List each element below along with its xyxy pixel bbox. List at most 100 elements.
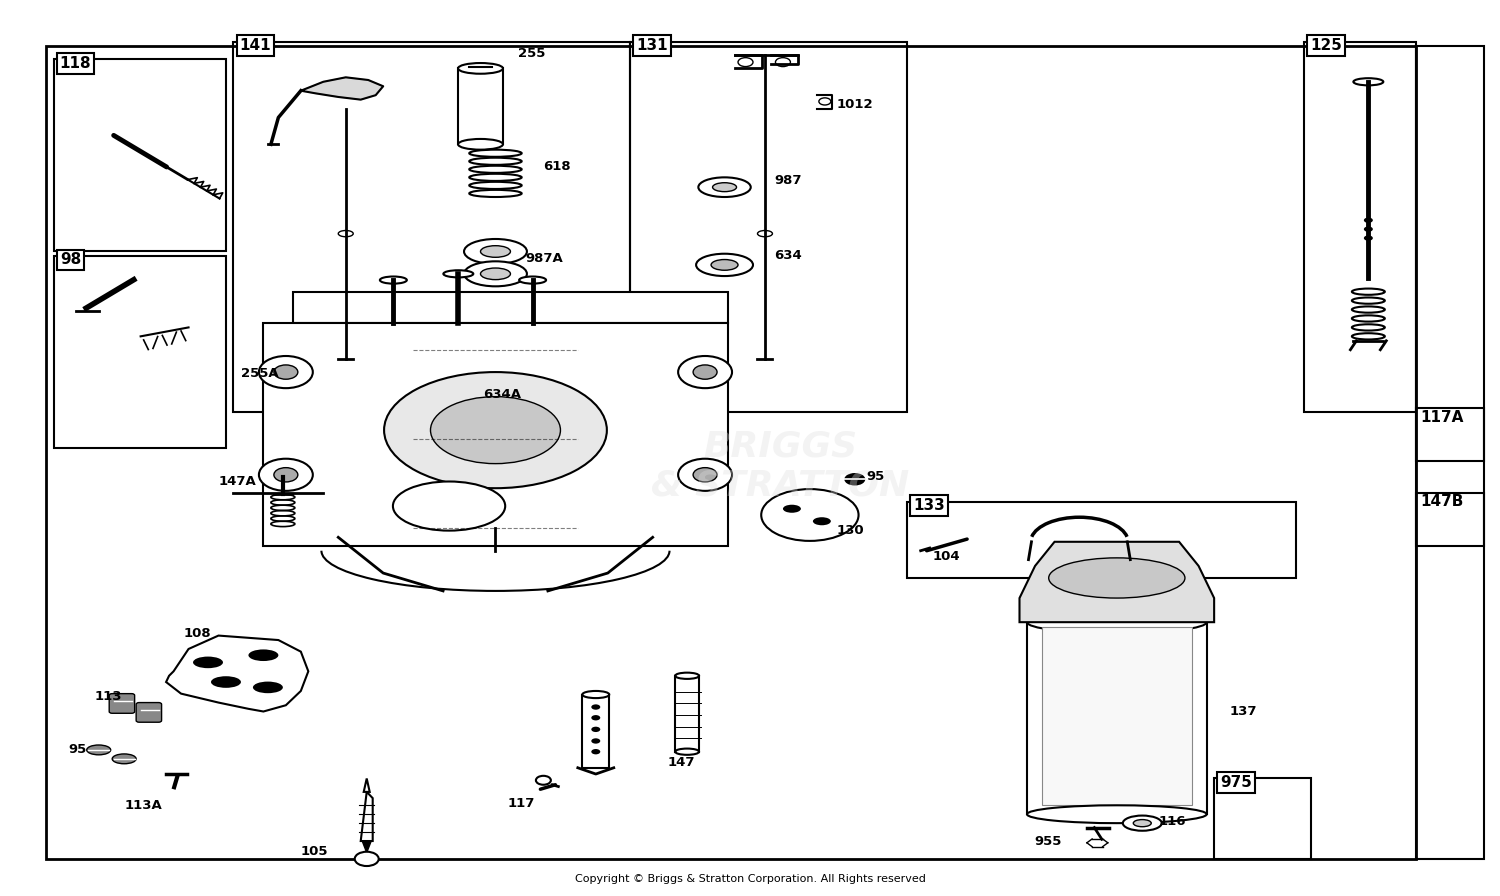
Bar xyxy=(630,41,908,412)
Ellipse shape xyxy=(480,268,510,280)
Text: 95: 95 xyxy=(69,744,87,756)
Text: 105: 105 xyxy=(302,845,328,858)
Ellipse shape xyxy=(315,373,333,380)
Text: 147B: 147B xyxy=(1420,495,1464,510)
Ellipse shape xyxy=(211,676,242,688)
Ellipse shape xyxy=(458,63,503,73)
Circle shape xyxy=(678,459,732,491)
Text: 113: 113 xyxy=(94,690,122,702)
Circle shape xyxy=(274,365,298,379)
Ellipse shape xyxy=(480,246,510,257)
Text: 634A: 634A xyxy=(483,388,522,401)
Ellipse shape xyxy=(783,504,801,513)
Text: 116: 116 xyxy=(1158,814,1186,828)
Text: 255: 255 xyxy=(518,47,546,60)
Circle shape xyxy=(844,473,865,486)
Text: 141: 141 xyxy=(240,38,272,53)
Polygon shape xyxy=(302,77,382,99)
Ellipse shape xyxy=(699,177,750,197)
Ellipse shape xyxy=(582,691,609,698)
Circle shape xyxy=(354,852,378,866)
Ellipse shape xyxy=(519,277,546,284)
Ellipse shape xyxy=(254,682,284,694)
Ellipse shape xyxy=(339,230,352,237)
Circle shape xyxy=(260,459,314,491)
Circle shape xyxy=(591,727,600,732)
Bar xyxy=(1416,408,1484,461)
Bar xyxy=(54,59,226,252)
Ellipse shape xyxy=(430,397,561,463)
Text: 95: 95 xyxy=(867,470,885,483)
Text: 137: 137 xyxy=(1228,705,1257,718)
Text: 1012: 1012 xyxy=(837,98,873,110)
Text: Copyright © Briggs & Stratton Corporation. All Rights reserved: Copyright © Briggs & Stratton Corporatio… xyxy=(574,874,926,883)
Ellipse shape xyxy=(675,748,699,754)
Circle shape xyxy=(776,57,790,66)
Text: 955: 955 xyxy=(1035,834,1062,848)
Ellipse shape xyxy=(303,368,345,384)
Text: 125: 125 xyxy=(1310,38,1342,53)
Bar xyxy=(54,256,226,448)
Bar xyxy=(1416,493,1484,547)
Text: 618: 618 xyxy=(543,160,572,173)
Ellipse shape xyxy=(87,745,111,754)
Text: 98: 98 xyxy=(60,253,81,267)
Ellipse shape xyxy=(711,260,738,271)
Circle shape xyxy=(1364,218,1372,223)
Circle shape xyxy=(260,356,314,388)
Text: 118: 118 xyxy=(60,56,92,71)
Circle shape xyxy=(591,715,600,720)
Text: 117: 117 xyxy=(507,797,536,810)
Text: 987A: 987A xyxy=(525,252,562,265)
Bar xyxy=(1028,622,1206,814)
Ellipse shape xyxy=(758,230,772,237)
Polygon shape xyxy=(166,635,309,711)
Ellipse shape xyxy=(1048,558,1185,598)
Circle shape xyxy=(591,704,600,710)
Bar xyxy=(1214,779,1311,859)
Ellipse shape xyxy=(1124,815,1161,831)
Text: 108: 108 xyxy=(184,627,211,641)
Ellipse shape xyxy=(464,239,526,264)
Bar xyxy=(458,68,503,144)
Ellipse shape xyxy=(432,373,492,395)
Circle shape xyxy=(678,356,732,388)
Circle shape xyxy=(1364,227,1372,232)
Ellipse shape xyxy=(393,481,506,530)
Text: 147: 147 xyxy=(668,756,694,769)
Text: 255A: 255A xyxy=(242,367,279,381)
Circle shape xyxy=(693,468,717,482)
Ellipse shape xyxy=(112,754,136,763)
Ellipse shape xyxy=(712,183,736,192)
Circle shape xyxy=(591,749,600,754)
Polygon shape xyxy=(362,841,370,853)
Ellipse shape xyxy=(194,657,224,668)
Text: 104: 104 xyxy=(933,550,960,564)
Text: 634: 634 xyxy=(774,249,801,263)
Bar xyxy=(675,676,699,752)
Bar xyxy=(234,41,630,412)
Polygon shape xyxy=(1020,542,1214,622)
Ellipse shape xyxy=(380,277,406,284)
Text: 130: 130 xyxy=(837,523,864,537)
Circle shape xyxy=(274,468,298,482)
Bar xyxy=(264,323,728,547)
Text: 987: 987 xyxy=(774,174,801,186)
Ellipse shape xyxy=(448,379,476,389)
Circle shape xyxy=(693,365,717,379)
Bar xyxy=(1042,626,1191,806)
Circle shape xyxy=(1364,236,1372,241)
Ellipse shape xyxy=(1028,806,1206,823)
Bar xyxy=(582,694,609,768)
Ellipse shape xyxy=(760,489,858,541)
Bar xyxy=(1416,46,1484,859)
Text: 131: 131 xyxy=(636,38,668,53)
Text: BRIGGS
& STRATTON: BRIGGS & STRATTON xyxy=(651,429,909,503)
Ellipse shape xyxy=(249,650,279,661)
Text: 133: 133 xyxy=(914,498,945,513)
Ellipse shape xyxy=(813,517,831,525)
Ellipse shape xyxy=(458,139,503,150)
Polygon shape xyxy=(363,779,369,792)
Ellipse shape xyxy=(464,262,526,287)
Text: 147A: 147A xyxy=(219,476,257,488)
